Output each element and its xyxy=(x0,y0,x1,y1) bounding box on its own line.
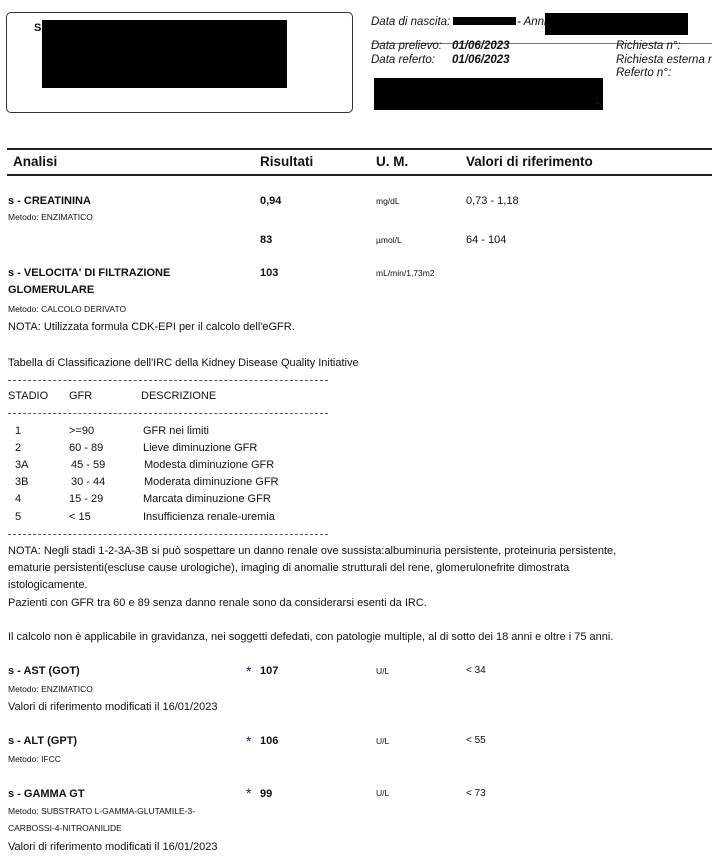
col-analisi: Analisi xyxy=(13,154,58,169)
irc-note-line: istologicamente. xyxy=(8,579,88,591)
irc-note-line: NOTA: Negli stadi 1-2-3A-3B si può sospe… xyxy=(8,545,617,557)
irc-stadio: 4 xyxy=(15,493,22,505)
test-name-ggt: s - GAMMA GT xyxy=(8,788,85,800)
redaction-doctor xyxy=(374,78,603,110)
dashed-rule xyxy=(8,534,328,535)
irc-descrizione: Modesta diminuzione GFR xyxy=(144,459,275,471)
test-name-egfr: s - VELOCITA' DI FILTRAZIONE xyxy=(8,267,171,279)
redaction-age xyxy=(545,13,688,35)
egfr-note: NOTA: Utilizzata formula CDK-EPI per il … xyxy=(8,321,295,333)
test-method: Metodo: ENZIMATICO xyxy=(8,684,93,694)
test-method: Metodo: IFCC xyxy=(8,754,61,764)
referto-value: 01/06/2023 xyxy=(452,54,510,66)
test-value-2: 83 xyxy=(260,234,273,246)
irc-gfr: 15 - 29 xyxy=(69,493,104,505)
test-value: 0,94 xyxy=(260,195,282,207)
irc-descrizione: GFR nei limiti xyxy=(143,425,210,437)
test-ref: < 73 xyxy=(466,788,486,799)
irc-header-gfr: GFR xyxy=(69,390,93,402)
test-ref: < 34 xyxy=(466,665,486,676)
richiesta-label: Richiesta n°: xyxy=(616,40,681,52)
table-top-rule xyxy=(7,148,712,150)
irc-stadio: 3A xyxy=(15,459,29,471)
redaction-birth-date xyxy=(453,17,516,25)
test-unit: U/L xyxy=(376,736,390,746)
irc-gfr: < 15 xyxy=(69,511,91,523)
irc-descrizione: Insufficienza renale-uremia xyxy=(143,511,275,523)
prelievo-label: Data prelievo: xyxy=(371,40,442,52)
test-name-alt: s - ALT (GPT) xyxy=(8,735,78,747)
ref-modified-note: Valori di riferimento modificati il 16/0… xyxy=(8,841,218,853)
irc-header-descrizione: DESCRIZIONE xyxy=(141,390,217,402)
irc-stadio: 1 xyxy=(15,425,22,437)
test-method: Metodo: ENZIMATICO xyxy=(8,212,93,222)
referto-n-label: Referto n°: xyxy=(616,67,672,79)
test-unit: U/L xyxy=(376,666,390,676)
test-ref-2: 64 - 104 xyxy=(466,234,507,246)
irc-stadio: 3B xyxy=(15,476,29,488)
table-header-rule xyxy=(7,174,712,176)
ref-modified-note: Valori di riferimento modificati il 16/0… xyxy=(8,701,218,713)
age-label: - Anni xyxy=(517,16,547,28)
test-name-creatinina: s - CREATININA xyxy=(8,195,91,207)
test-value: 107 xyxy=(260,665,279,677)
test-method: Metodo: SUBSTRATO L-GAMMA-GLUTAMILE-3- xyxy=(8,806,196,816)
col-riferimento: Valori di riferimento xyxy=(466,154,593,169)
prelievo-value: 01/06/2023 xyxy=(452,40,510,52)
irc-note-line: Pazienti con GFR tra 60 e 89 senza danno… xyxy=(8,597,427,609)
dashed-rule xyxy=(8,413,328,414)
irc-descrizione: Marcata diminuzione GFR xyxy=(143,493,271,505)
patient-initial: S xyxy=(34,22,42,34)
irc-gfr: 60 - 89 xyxy=(69,442,104,454)
birth-label: Data di nascita: xyxy=(371,16,451,28)
header-divider xyxy=(371,43,712,44)
irc-title: Tabella di Classificazione dell'IRC dell… xyxy=(8,357,359,369)
richiesta-esterna-label: Richiesta esterna n xyxy=(616,54,712,66)
test-name-egfr-2: GLOMERULARE xyxy=(8,284,95,296)
col-um: U. M. xyxy=(376,154,409,169)
abnormal-flag-star-icon: * xyxy=(246,733,252,749)
test-value: 106 xyxy=(260,735,279,747)
abnormal-flag-star-icon: * xyxy=(246,663,252,679)
test-unit-2: µmol/L xyxy=(376,235,402,245)
irc-stadio: 5 xyxy=(15,511,22,523)
patient-box xyxy=(6,12,353,113)
col-risultati: Risultati xyxy=(260,154,314,169)
test-value: 99 xyxy=(260,788,273,800)
test-method: Metodo: CALCOLO DERIVATO xyxy=(8,304,127,314)
irc-gfr: 45 - 59 xyxy=(71,459,106,471)
test-name-ast: s - AST (GOT) xyxy=(8,665,80,677)
irc-note-line: ematurie persistenti(escluse cause urolo… xyxy=(8,562,570,574)
irc-stadio: 2 xyxy=(15,442,22,454)
test-method-2: CARBOSSI-4-NITROANILIDE xyxy=(8,823,122,833)
abnormal-flag-star-icon: * xyxy=(246,785,252,801)
test-value: 103 xyxy=(260,267,279,279)
irc-note-line: Il calcolo non è applicabile in gravidan… xyxy=(8,631,614,643)
irc-gfr: 30 - 44 xyxy=(71,476,106,488)
test-ref: < 55 xyxy=(466,735,486,746)
test-unit: mg/dL xyxy=(376,196,400,206)
irc-descrizione: Moderata diminuzione GFR xyxy=(144,476,279,488)
dashed-rule xyxy=(8,380,328,381)
test-unit: mL/min/1,73m2 xyxy=(376,268,435,278)
referto-label: Data referto: xyxy=(371,54,435,66)
irc-descrizione: Lieve diminuzione GFR xyxy=(143,442,258,454)
test-unit: U/L xyxy=(376,788,390,798)
redaction-patient-name xyxy=(42,20,287,88)
header-trailing: L. xyxy=(595,95,605,107)
irc-gfr: >=90 xyxy=(69,425,95,437)
irc-header-stadio: STADIO xyxy=(8,390,49,402)
test-ref: 0,73 - 1,18 xyxy=(466,195,519,207)
